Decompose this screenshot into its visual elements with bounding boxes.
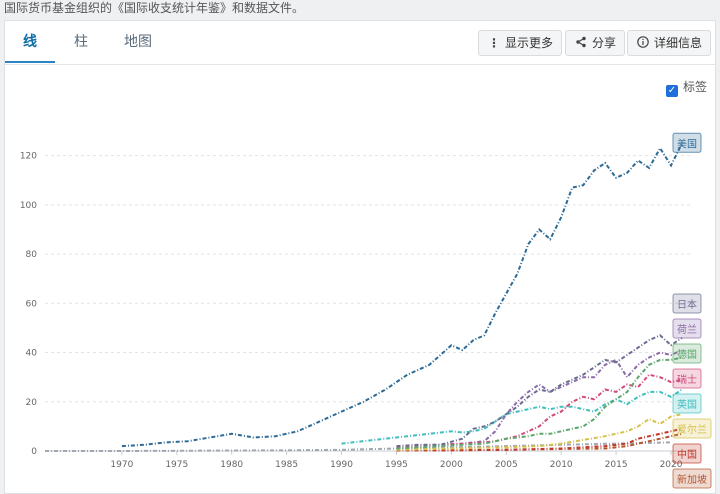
- series-line: [341, 388, 683, 445]
- chart-panel: 线 柱 地图 ⋮ 显示更多 分享 详细信息 ✓ 标签 0 20 40 60: [4, 20, 716, 494]
- series-label: 爱尔兰: [677, 423, 707, 436]
- labels-toggle[interactable]: ✓ 标签: [666, 78, 708, 97]
- series-line: [396, 413, 683, 451]
- series-label-box: [672, 293, 702, 314]
- tab-line[interactable]: 线: [5, 21, 55, 63]
- x-tick-label: 1975: [165, 460, 188, 470]
- series-label-box: [672, 132, 702, 153]
- line-chart: 0 20 40 60 80 100 120 1970 1975 1980 1985 1990 1995 2…: [20, 132, 712, 489]
- series-line: [396, 356, 683, 450]
- x-tick-label: 2020: [660, 460, 683, 470]
- series-line: [396, 334, 683, 448]
- series-line: [396, 373, 683, 449]
- x-tick-label: 1985: [275, 460, 298, 470]
- labels-toggle-label: 标签: [683, 80, 708, 94]
- series-label: 美国: [677, 137, 697, 150]
- series-label-box: [672, 468, 712, 489]
- tab-bar-chart[interactable]: 柱: [74, 34, 88, 50]
- show-more-label: 显示更多: [505, 36, 554, 50]
- y-tick-label: 60: [26, 299, 38, 309]
- series-line: [396, 349, 683, 449]
- x-tick-label: 2000: [440, 460, 463, 470]
- x-tick-label: 2005: [495, 460, 518, 470]
- y-tick-label: 100: [20, 201, 37, 211]
- y-tick-label: 40: [26, 349, 38, 359]
- more-vertical-icon: ⋮: [488, 36, 500, 50]
- show-more-button[interactable]: ⋮ 显示更多: [478, 30, 563, 56]
- share-label: 分享: [592, 36, 617, 50]
- series-label-box: [672, 443, 702, 464]
- series-line: [45, 441, 672, 452]
- series-label: 新加坡: [677, 473, 707, 486]
- share-icon: [574, 31, 588, 55]
- series-label-box: [672, 368, 702, 389]
- y-tick-label: 20: [26, 398, 38, 408]
- tab-bar: 线 柱 地图 ⋮ 显示更多 分享 详细信息: [5, 21, 715, 65]
- series-line: [121, 142, 683, 448]
- series-label: 英国: [677, 398, 697, 411]
- x-tick-label: 1970: [110, 460, 133, 470]
- series-label-box: [672, 418, 712, 439]
- series-line: [396, 427, 683, 452]
- series-label-box: [672, 343, 702, 364]
- y-tick-label: 0: [31, 447, 37, 457]
- series-label: 德国: [677, 348, 697, 361]
- series-label: 中国: [677, 448, 697, 461]
- tab-map[interactable]: 地图: [124, 34, 152, 50]
- series-label-box: [672, 318, 702, 339]
- details-label: 详细信息: [654, 36, 703, 50]
- y-tick-label: 120: [20, 152, 37, 162]
- share-button[interactable]: 分享: [565, 30, 626, 56]
- series-label-box: [672, 393, 702, 414]
- x-tick-label: 1995: [385, 460, 408, 470]
- y-tick-label: 80: [26, 250, 38, 260]
- info-icon: [636, 31, 650, 55]
- x-tick-label: 2015: [605, 460, 628, 470]
- x-tick-label: 1990: [330, 460, 353, 470]
- x-tick-label: 1980: [220, 460, 243, 470]
- series-label: 瑞士: [677, 373, 697, 386]
- x-tick-label: 2010: [550, 460, 573, 470]
- source-note: 国际货币基金组织的《国际收支统计年鉴》和数据文件。: [4, 1, 305, 15]
- checkbox-checked-icon[interactable]: ✓: [666, 85, 678, 97]
- series-label: 荷兰: [677, 323, 697, 336]
- details-button[interactable]: 详细信息: [627, 30, 712, 56]
- series-label: 日本: [677, 298, 697, 311]
